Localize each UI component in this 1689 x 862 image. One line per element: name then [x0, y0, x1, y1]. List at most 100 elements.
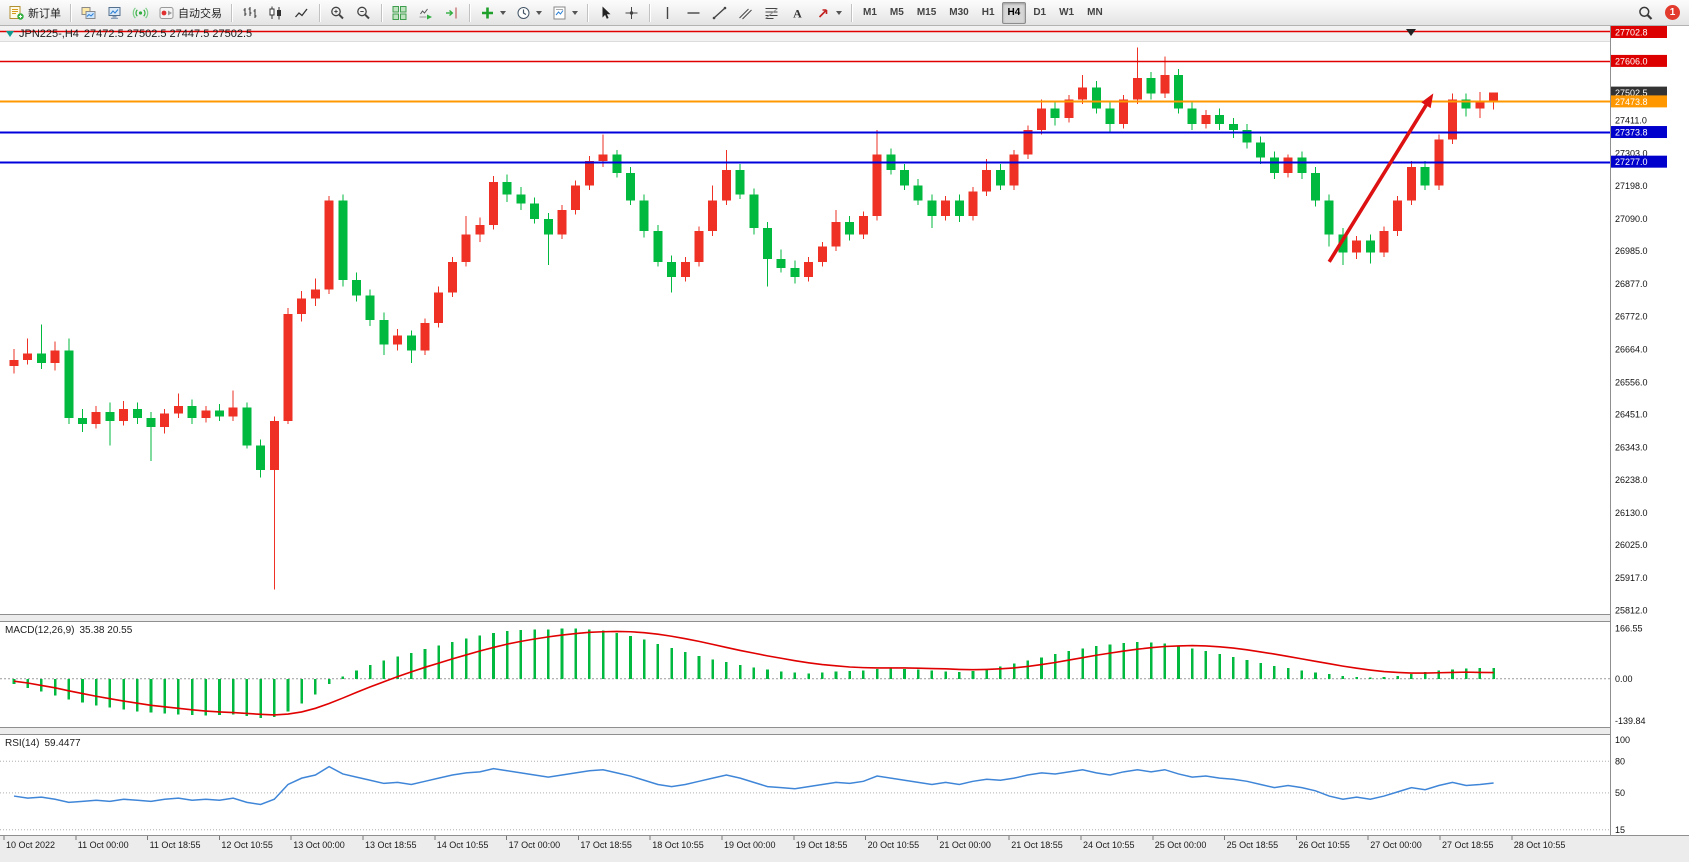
horizontal-line-button[interactable]: [681, 2, 706, 24]
macd-values: 35.38 20.55: [79, 625, 133, 636]
svg-text:27277.0: 27277.0: [1615, 157, 1648, 167]
toolbar-buttons: 新订单 自动交易 A M1 M5 M15 M30 H1 H4 D1 W1 MN: [4, 1, 1109, 24]
symbol-title: JPN225-,H4: [19, 28, 79, 40]
rsi-indicator-label: RSI(14) 59.4477: [5, 738, 81, 749]
price-marker-box: [1611, 54, 1667, 67]
timeframe-m30-button-label: M30: [949, 7, 969, 18]
templates-button[interactable]: [547, 2, 582, 24]
svg-text:27473.8: 27473.8: [1615, 97, 1648, 107]
timeframe-h1-button[interactable]: H1: [976, 2, 1001, 24]
svg-text:28 Oct 10:55: 28 Oct 10:55: [1514, 840, 1566, 850]
timeframe-w1-button[interactable]: W1: [1053, 2, 1080, 24]
autotrading-button-label: 自动交易: [178, 7, 222, 20]
price-scale[interactable]: 27411.0 27303.0 27198.0 27090.0 26985.0 26877…: [1610, 26, 1689, 835]
chart-canvas[interactable]: 27411.0 27303.0 27198.0 27090.0 26985.0 26877…: [0, 26, 1689, 862]
arrows-button[interactable]: [811, 2, 846, 24]
rsi-splitter[interactable]: [0, 727, 1689, 735]
svg-text:26130.0: 26130.0: [1615, 508, 1648, 518]
time-axis[interactable]: 10 Oct 2022 11 Oct 00:00 11 Oct 18:55 12 Oc…: [0, 835, 1689, 862]
svg-text:14 Oct 10:55: 14 Oct 10:55: [437, 840, 489, 850]
svg-text:18 Oct 10:55: 18 Oct 10:55: [652, 840, 704, 850]
macd-indicator-label: MACD(12,26,9) 35.38 20.55: [5, 625, 132, 636]
new-order-icon: [8, 5, 25, 21]
terminal-button[interactable]: [102, 2, 127, 24]
svg-text:100: 100: [1615, 735, 1630, 745]
timeframe-mn-button[interactable]: MN: [1081, 2, 1109, 24]
timeframe-h4-button-label: H4: [1007, 7, 1021, 18]
symbol-dropdown-icon[interactable]: [6, 31, 14, 37]
signals-button[interactable]: [128, 2, 153, 24]
timeframe-h4-button[interactable]: H4: [1001, 1, 1027, 24]
svg-text:26877.0: 26877.0: [1615, 279, 1648, 289]
trend-arrow[interactable]: [1327, 93, 1434, 263]
rsi-panel[interactable]: [0, 760, 1610, 831]
svg-text:25812.0: 25812.0: [1615, 605, 1648, 615]
timeframe-m15-button[interactable]: M15: [911, 2, 942, 24]
charts-icon: [80, 5, 97, 21]
candles-layer: [9, 47, 1499, 590]
notification-badge[interactable]: 1: [1665, 5, 1680, 20]
autotrading-icon: [158, 5, 175, 21]
caret-down-icon: [836, 10, 842, 15]
macd-panel[interactable]: [0, 628, 1610, 718]
periods-button[interactable]: [511, 2, 546, 24]
auto-scroll-icon: [417, 5, 434, 21]
price-marker-box: [1611, 95, 1667, 108]
svg-text:26 Oct 10:55: 26 Oct 10:55: [1298, 840, 1350, 850]
text-button[interactable]: A: [785, 2, 810, 24]
search-button[interactable]: [1633, 2, 1658, 24]
price-marker-box: [1611, 26, 1667, 38]
chart-shift-marker[interactable]: [1406, 29, 1416, 36]
price-marker-box: [1611, 155, 1667, 168]
symbol-ohlc: 27472.5 27502.5 27447.5 27502.5: [83, 28, 253, 40]
trendline-button[interactable]: [707, 2, 732, 24]
terminal-icon: [106, 5, 123, 21]
charts-button[interactable]: [76, 2, 101, 24]
timeframe-m30-button[interactable]: M30: [943, 2, 974, 24]
svg-text:27303.0: 27303.0: [1615, 149, 1648, 159]
timeframe-m5-button[interactable]: M5: [884, 2, 910, 24]
horizontal-line-icon: [685, 5, 702, 21]
crosshair-icon: [623, 5, 640, 21]
line-chart-button[interactable]: [289, 2, 314, 24]
caret-down-icon: [536, 10, 542, 15]
chart-area[interactable]: 27411.0 27303.0 27198.0 27090.0 26985.0 26877…: [0, 26, 1689, 862]
channel-button[interactable]: [733, 2, 758, 24]
crosshair-button[interactable]: [619, 2, 644, 24]
svg-text:25 Oct 18:55: 25 Oct 18:55: [1227, 840, 1279, 850]
svg-text:26772.0: 26772.0: [1615, 311, 1648, 321]
timeframe-h1-button-label: H1: [981, 7, 995, 18]
tile-windows-button[interactable]: [387, 2, 412, 24]
autotrading-button[interactable]: 自动交易: [154, 2, 226, 24]
svg-text:27411.0: 27411.0: [1615, 116, 1647, 126]
timeframe-m1-button[interactable]: M1: [857, 2, 883, 24]
candlestick-icon: [267, 5, 284, 21]
svg-text:27502.5: 27502.5: [1615, 88, 1648, 98]
macd-splitter[interactable]: [0, 614, 1689, 622]
timeframe-d1-button[interactable]: D1: [1027, 2, 1052, 24]
search-icon: [1637, 5, 1654, 21]
svg-text:27373.8: 27373.8: [1615, 128, 1648, 138]
candlestick-button[interactable]: [263, 2, 288, 24]
zoom-out-icon: [355, 5, 372, 21]
vertical-line-button[interactable]: [655, 2, 680, 24]
svg-text:27 Oct 18:55: 27 Oct 18:55: [1442, 840, 1494, 850]
main-toolbar: 新订单 自动交易 A M1 M5 M15 M30 H1 H4 D1 W1 MN 1: [0, 0, 1689, 26]
tile-windows-icon: [391, 5, 408, 21]
svg-text:27090.0: 27090.0: [1615, 214, 1648, 224]
zoom-out-button[interactable]: [351, 2, 376, 24]
new-order-button[interactable]: 新订单: [4, 2, 65, 24]
bar-chart-button[interactable]: [237, 2, 262, 24]
fibonacci-button[interactable]: [759, 2, 784, 24]
new-order-button-label: 新订单: [28, 7, 61, 20]
svg-text:27606.0: 27606.0: [1615, 56, 1648, 66]
svg-text:26556.0: 26556.0: [1615, 377, 1648, 387]
auto-scroll-button[interactable]: [413, 2, 438, 24]
svg-text:27198.0: 27198.0: [1615, 181, 1648, 191]
svg-text:166.55: 166.55: [1615, 624, 1643, 634]
zoom-in-button[interactable]: [325, 2, 350, 24]
cursor-button[interactable]: [593, 2, 618, 24]
svg-text:17 Oct 00:00: 17 Oct 00:00: [509, 840, 561, 850]
indicators-button[interactable]: [475, 2, 510, 24]
chart-shift-button[interactable]: [439, 2, 464, 24]
